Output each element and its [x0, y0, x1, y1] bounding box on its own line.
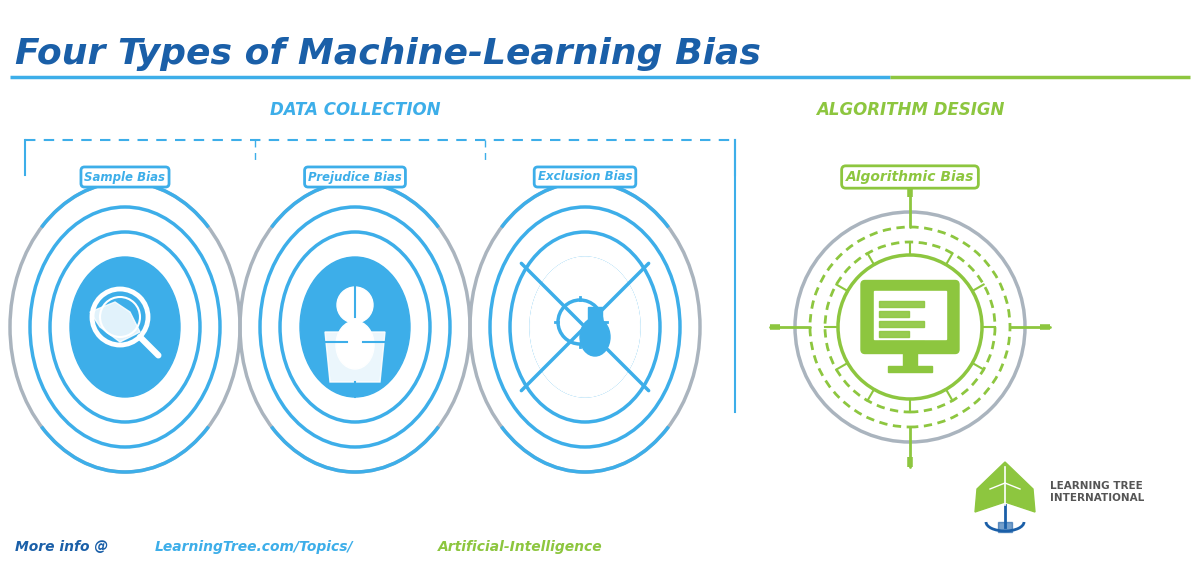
Polygon shape [998, 522, 1012, 532]
Polygon shape [974, 462, 1036, 512]
Polygon shape [880, 340, 924, 346]
Polygon shape [880, 300, 924, 307]
Text: Artificial-Intelligence: Artificial-Intelligence [438, 540, 602, 554]
Ellipse shape [580, 318, 610, 356]
Polygon shape [880, 311, 910, 317]
Text: Four Types of Machine-Learning Bias: Four Types of Machine-Learning Bias [14, 37, 761, 71]
Polygon shape [588, 307, 602, 332]
Text: DATA COLLECTION: DATA COLLECTION [270, 101, 440, 119]
Polygon shape [888, 365, 932, 371]
Polygon shape [880, 331, 910, 336]
Ellipse shape [70, 257, 180, 397]
Polygon shape [325, 332, 385, 382]
Text: Exclusion Bias: Exclusion Bias [538, 171, 632, 183]
Polygon shape [90, 302, 140, 342]
Ellipse shape [300, 257, 410, 397]
Ellipse shape [530, 257, 640, 397]
Polygon shape [902, 350, 917, 367]
Text: LEARNING TREE
INTERNATIONAL: LEARNING TREE INTERNATIONAL [1050, 481, 1145, 503]
Text: Algorithmic Bias: Algorithmic Bias [846, 170, 974, 184]
Text: Prejudice Bias: Prejudice Bias [308, 171, 402, 183]
Ellipse shape [336, 321, 374, 369]
Text: More info @: More info @ [14, 540, 108, 554]
Text: LearningTree.com/Topics/: LearningTree.com/Topics/ [155, 540, 354, 554]
Polygon shape [880, 321, 924, 327]
Text: ALGORITHM DESIGN: ALGORITHM DESIGN [816, 101, 1004, 119]
Ellipse shape [530, 257, 640, 397]
Bar [874, 291, 946, 339]
FancyBboxPatch shape [862, 281, 959, 353]
Text: Sample Bias: Sample Bias [84, 171, 166, 183]
Circle shape [337, 287, 373, 323]
